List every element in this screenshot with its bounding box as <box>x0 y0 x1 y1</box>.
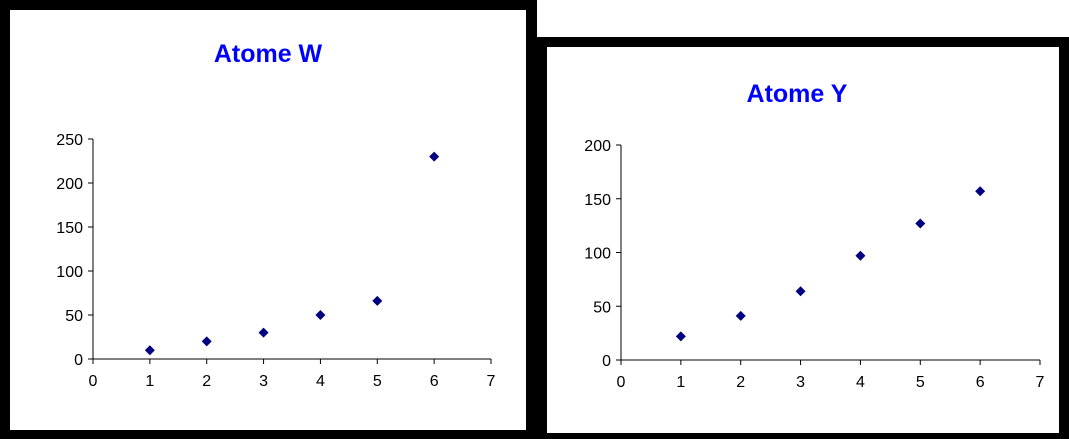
x-tick-label: 4 <box>856 374 865 391</box>
x-tick-label: 0 <box>617 374 626 391</box>
x-tick-label: 7 <box>487 373 496 390</box>
data-point-marker <box>675 331 686 342</box>
chart-title: Atome Y <box>747 80 848 108</box>
data-point-marker <box>795 286 806 297</box>
y-tick-label: 0 <box>602 353 611 370</box>
y-tick-label: 0 <box>74 352 83 369</box>
y-tick-label: 100 <box>56 264 83 281</box>
x-tick-label: 5 <box>916 374 925 391</box>
x-tick-label: 4 <box>316 373 325 390</box>
x-tick-label: 2 <box>736 374 745 391</box>
plot-background <box>10 10 526 430</box>
x-tick-label: 2 <box>202 373 211 390</box>
data-point-marker <box>315 310 326 320</box>
y-tick-label: 50 <box>65 308 83 325</box>
atome-y-chart: Atome Y 0 50 100 150 200 0 1 2 3 4 5 6 7 <box>547 47 1059 433</box>
x-tick-label: 6 <box>976 374 985 391</box>
data-point-marker <box>855 250 866 261</box>
y-tick-label: 150 <box>56 220 83 237</box>
data-point-marker <box>915 218 926 229</box>
data-point-marker <box>429 151 440 162</box>
y-tick-label: 250 <box>56 132 83 149</box>
data-point-marker <box>975 186 986 197</box>
x-tick-label: 3 <box>796 374 805 391</box>
y-tick-label: 200 <box>56 176 83 193</box>
data-point-marker <box>144 345 155 356</box>
x-tick-label: 1 <box>145 373 154 390</box>
data-point-marker <box>372 295 383 306</box>
y-tick-label: 100 <box>584 246 611 263</box>
x-tick-label: 5 <box>373 373 382 390</box>
data-point-marker <box>258 327 269 338</box>
x-tick-label: 1 <box>676 374 685 391</box>
y-tick-label: 150 <box>584 192 611 209</box>
x-tick-label: 3 <box>259 373 268 390</box>
y-tick-label: 50 <box>593 299 611 316</box>
atome-w-chart: Atome W 0 50 100 150 200 250 0 1 2 3 4 5 6 7 <box>10 10 526 430</box>
data-point-marker <box>201 336 212 347</box>
x-tick-label: 0 <box>89 373 98 390</box>
y-tick-label: 200 <box>584 138 611 155</box>
plot-background <box>547 47 1059 433</box>
x-tick-label: 6 <box>430 373 439 390</box>
x-tick-label: 7 <box>1036 374 1045 391</box>
data-point-marker <box>735 310 746 321</box>
chart-title: Atome W <box>214 40 323 68</box>
